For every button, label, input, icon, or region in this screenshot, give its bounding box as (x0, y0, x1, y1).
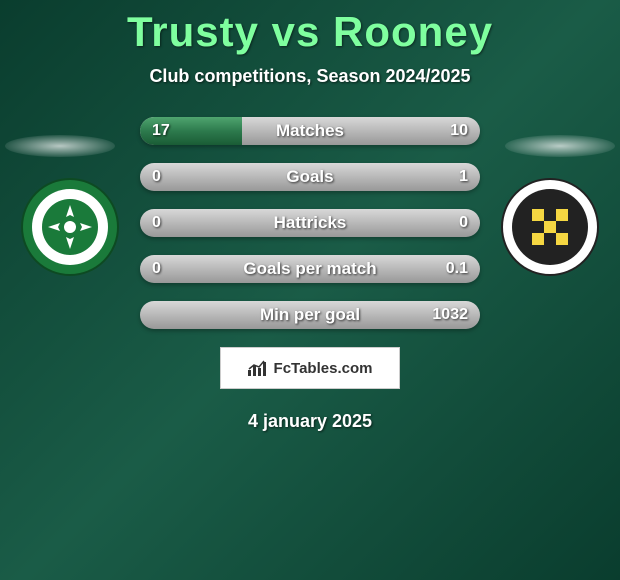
stat-value-left: 17 (152, 122, 170, 140)
source-logo[interactable]: FcTables.com (220, 347, 400, 389)
stat-value-right: 0.1 (446, 260, 468, 278)
chart-icon (248, 360, 268, 376)
stat-bars: 17 Matches 10 0 Goals 1 0 Hattricks 0 0 … (140, 117, 480, 329)
comparison-content: 17 Matches 10 0 Goals 1 0 Hattricks 0 0 … (0, 117, 620, 432)
stat-label: Hattricks (274, 213, 347, 233)
stat-bar-mpg: Min per goal 1032 (140, 301, 480, 329)
stat-value-left: 0 (152, 168, 161, 186)
comparison-title: Trusty vs Rooney (0, 0, 620, 56)
stat-value-right: 1 (459, 168, 468, 186)
stat-bar-gpm: 0 Goals per match 0.1 (140, 255, 480, 283)
comparison-subtitle: Club competitions, Season 2024/2025 (0, 66, 620, 87)
stat-label: Goals per match (243, 259, 376, 279)
stat-bar-goals: 0 Goals 1 (140, 163, 480, 191)
stat-value-right: 0 (459, 214, 468, 232)
player-shadow-left (5, 135, 115, 157)
stat-value-left: 0 (152, 214, 161, 232)
logo-text: FcTables.com (274, 360, 373, 377)
stat-value-right: 1032 (432, 306, 468, 324)
player-shadow-right (505, 135, 615, 157)
celtic-crest-icon (20, 177, 120, 277)
stat-bar-matches: 17 Matches 10 (140, 117, 480, 145)
snapshot-date: 4 january 2025 (0, 411, 620, 432)
stat-label: Goals (286, 167, 333, 187)
stat-value-right: 10 (450, 122, 468, 140)
stat-value-left: 0 (152, 260, 161, 278)
stat-label: Min per goal (260, 305, 360, 325)
stat-label: Matches (276, 121, 344, 141)
club-crest-right (500, 177, 600, 277)
stat-bar-hattricks: 0 Hattricks 0 (140, 209, 480, 237)
club-crest-left (20, 177, 120, 277)
stmirren-crest-icon (500, 177, 600, 277)
